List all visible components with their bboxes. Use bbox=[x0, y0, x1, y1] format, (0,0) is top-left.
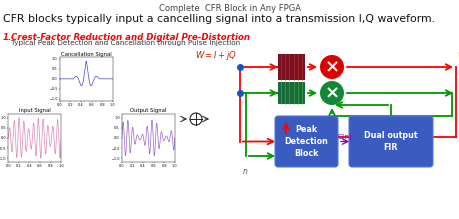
Title: Cancellation Signal: Cancellation Signal bbox=[61, 51, 112, 57]
Text: n: n bbox=[242, 167, 247, 176]
Text: Dual output
FIR: Dual output FIR bbox=[364, 131, 417, 152]
Circle shape bbox=[319, 81, 343, 105]
Text: Crest-Factor Reduction and Digital Pre-Distortion: Crest-Factor Reduction and Digital Pre-D… bbox=[11, 33, 249, 42]
Title: Input Signal: Input Signal bbox=[19, 108, 50, 113]
Text: $W = I + jQ$: $W = I + jQ$ bbox=[195, 49, 236, 62]
Text: ×: × bbox=[324, 58, 339, 76]
FancyBboxPatch shape bbox=[277, 54, 304, 80]
FancyBboxPatch shape bbox=[274, 116, 337, 167]
Text: Typical Peak Detection and Cancellation through Pulse Injection: Typical Peak Detection and Cancellation … bbox=[11, 40, 240, 46]
Text: Peak
Detection
Block: Peak Detection Block bbox=[284, 125, 328, 158]
Text: $W = I_{CFR} + jQ_{CFR}$: $W = I_{CFR} + jQ_{CFR}$ bbox=[456, 50, 459, 63]
Text: C(n): C(n) bbox=[337, 133, 352, 140]
Title: Output Signal: Output Signal bbox=[130, 108, 166, 113]
FancyBboxPatch shape bbox=[277, 82, 304, 104]
Circle shape bbox=[319, 55, 343, 79]
Text: ×: × bbox=[324, 84, 339, 102]
Text: CFR blocks typically input a cancelling signal into a transmission I,Q waveform.: CFR blocks typically input a cancelling … bbox=[3, 14, 434, 24]
FancyBboxPatch shape bbox=[348, 116, 432, 167]
Text: 1.: 1. bbox=[3, 33, 12, 42]
Text: Complete  CFR Block in Any FPGA: Complete CFR Block in Any FPGA bbox=[159, 4, 300, 13]
